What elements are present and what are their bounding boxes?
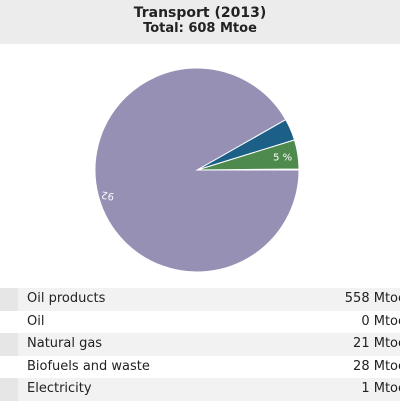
table-row: Biofuels and waste 28 Mtoe (0, 356, 400, 379)
chart-subtitle: Total: 608 Mtoe (143, 21, 257, 36)
table-row: Natural gas 21 Mtoe (0, 333, 400, 356)
chart-header: Transport (2013) Total: 608 Mtoe (0, 0, 400, 44)
row-value: 21 Mtoe (353, 336, 400, 351)
row-label: Biofuels and waste (27, 358, 150, 374)
pie-slice-label: 5 % (273, 153, 292, 164)
row-label: Oil products (27, 291, 106, 306)
table-row: Oil products 558 Mtoe (0, 288, 400, 311)
row-marker (0, 288, 18, 311)
data-table: Oil products 558 Mtoe Oil 0 Mtoe Natural… (0, 288, 400, 401)
row-label: Natural gas (27, 336, 103, 351)
row-value: 1 Mtoe (361, 381, 400, 396)
pie-slice-label: 92 % (88, 186, 115, 201)
table-row: Oil 0 Mtoe (0, 311, 400, 334)
row-marker (0, 378, 18, 401)
row-value: 558 Mtoe (344, 291, 400, 306)
chart-title: Transport (2013) (133, 5, 267, 21)
row-marker (0, 333, 18, 356)
table-row: Electricity 1 Mtoe (0, 378, 400, 401)
pie-chart: 5 % 92 % (88, 67, 300, 273)
row-label: Oil (27, 313, 45, 329)
chart-area: 5 % 92 % (0, 44, 400, 286)
pie-slice-oil-products[interactable] (94, 67, 300, 273)
row-value: 28 Mtoe (353, 358, 400, 374)
row-label: Electricity (27, 381, 92, 396)
row-value: 0 Mtoe (361, 313, 400, 329)
